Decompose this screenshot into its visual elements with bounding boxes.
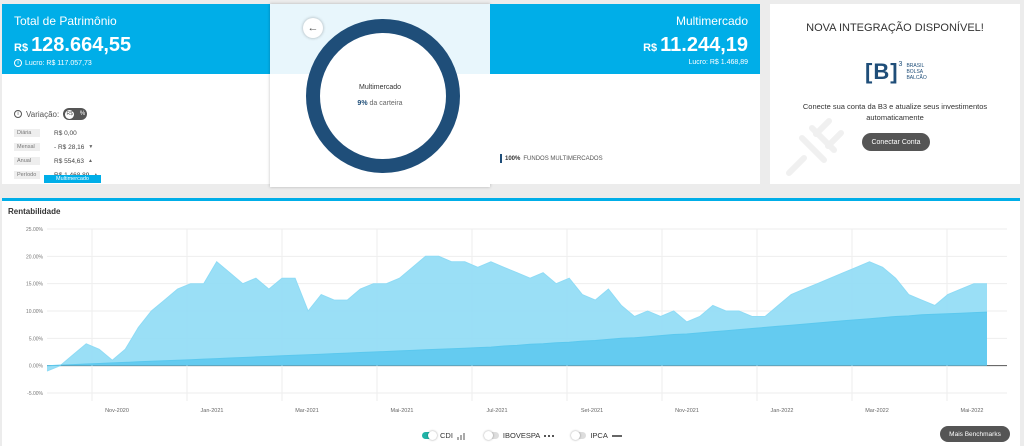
x-tick-label: Set-2021 — [581, 408, 603, 414]
connect-account-button[interactable]: Conectar Conta — [862, 133, 930, 151]
benchmark-legend: CDI IBOVESPA IPCA — [422, 431, 622, 440]
y-tick-label: 5.00% — [29, 336, 44, 342]
legend-cdi-label: CDI — [440, 431, 453, 440]
solid-line-icon — [611, 434, 622, 437]
x-tick-label: Mar-2021 — [295, 408, 319, 414]
more-benchmarks-button[interactable]: Mais Benchmarks — [940, 426, 1010, 442]
ipca-toggle[interactable] — [571, 431, 587, 440]
multimercado-series-line — [46, 255, 987, 372]
currency-symbol: R$ — [643, 42, 658, 54]
multimercado-lucro: Lucro: R$ 1.468,89 — [688, 59, 748, 66]
lucro-text: Lucro: R$ 117.057,73 — [25, 59, 92, 67]
cdi-series-line — [46, 311, 988, 367]
patrimonio-header: Total de Patrimônio R$ 128.664,55 i Lucro… — [2, 4, 270, 74]
multimercado-title: Multimercado — [675, 14, 748, 28]
trend-up-icon: ▲ — [88, 158, 93, 164]
legend-color-bar — [500, 154, 502, 163]
currency-percent-toggle[interactable]: R$ % — [63, 108, 88, 120]
x-tick-label: Mai-2021 — [391, 408, 414, 414]
variacao-item-label: Anual — [14, 157, 40, 165]
toggle-right-option: % — [79, 111, 86, 117]
dotted-line-icon — [544, 434, 555, 437]
allocation-legend-item[interactable]: 100% FUNDOS MULTIMERCADOS — [500, 154, 603, 163]
x-tick-label: Mar-2022 — [865, 408, 889, 414]
cdi-toggle[interactable] — [422, 431, 437, 440]
allocation-donut-card: ← Multimercado 9% da carteira — [270, 4, 490, 187]
variacao-item: Diária R$ 0,00 — [14, 126, 98, 140]
variacao-item-value: - R$ 28,16 — [54, 143, 85, 151]
back-arrow-icon[interactable]: ← — [303, 18, 323, 38]
variacao-item: Anual R$ 554,63 ▲ — [14, 154, 98, 168]
category-tag[interactable]: Multimercado — [44, 175, 101, 183]
y-tick-label: 20.00% — [26, 254, 44, 260]
variacao-item: Mensal - R$ 28,16 ▼ — [14, 140, 98, 154]
multimercado-card: Multimercado R$ 11.244,19 Lucro: R$ 1.468… — [490, 4, 760, 184]
multimercado-amount: R$ 11.244,19 — [502, 34, 748, 57]
y-tick-label: -5.00% — [27, 391, 43, 397]
info-icon[interactable]: i — [14, 59, 22, 67]
variacao-item-value: R$ 0,00 — [54, 129, 77, 137]
x-tick-label: Jan-2021 — [201, 408, 224, 414]
donut-center-sub: 9% da carteira — [270, 100, 490, 107]
donut-ring-multimercado[interactable] — [306, 19, 460, 173]
rentabilidade-card: Rentabilidade 25.00% 20.00% 15.00% 10.00% 5.… — [2, 198, 1020, 446]
legend-ibovespa-label: IBOVESPA — [502, 431, 541, 440]
patrimonio-value: 128.664,55 — [31, 34, 132, 56]
rentabilidade-chart[interactable]: 25.00% 20.00% 15.00% 10.00% 5.00% 0.00% -5.00%… — [2, 201, 1020, 426]
bars-icon — [456, 432, 465, 440]
x-tick-label: Nov-2021 — [675, 408, 699, 414]
b3-logo-mark: [B] — [865, 59, 899, 84]
b3-logo-words: BRASIL BOLSA BALCÃO — [906, 63, 927, 81]
b3-logo: [B] 3 BRASIL BOLSA BALCÃO — [865, 59, 927, 85]
legend-text: FUNDOS MULTIMERCADOS — [523, 155, 603, 162]
x-tick-label: Jan-2022 — [771, 408, 794, 414]
patrimonio-amount: R$ 128.664,55 — [14, 34, 258, 57]
patrimonio-lucro: i Lucro: R$ 117.057,73 — [14, 59, 258, 67]
patrimonio-title: Total de Patrimônio — [14, 14, 117, 28]
plug-icon — [786, 118, 844, 176]
legend-ipca[interactable]: IPCA — [571, 431, 622, 440]
x-tick-label: Mai-2022 — [961, 408, 984, 414]
trend-down-icon: ▼ — [88, 144, 94, 150]
chart-title: Rentabilidade — [8, 207, 61, 216]
legend-cdi[interactable]: CDI — [422, 431, 467, 440]
currency-symbol: R$ — [14, 42, 29, 54]
variacao-label: Variação: — [26, 109, 60, 119]
variacao-item-label: Diária — [14, 129, 40, 137]
variacao-row: i Variação: R$ % — [14, 108, 88, 120]
y-tick-label: 10.00% — [26, 309, 44, 315]
x-tick-label: Jul-2021 — [486, 408, 507, 414]
y-tick-label: 0.00% — [29, 364, 44, 370]
donut-percent-text: da carteira — [369, 100, 403, 107]
multimercado-header: Multimercado R$ 11.244,19 Lucro: R$ 1.468… — [490, 4, 760, 74]
toggle-left-option: R$ — [65, 109, 75, 119]
b3-logo-sup: 3 — [898, 60, 903, 68]
legend-ipca-label: IPCA — [590, 431, 608, 440]
y-tick-label: 25.00% — [26, 227, 44, 233]
info-icon[interactable]: i — [14, 110, 22, 118]
legend-ibovespa[interactable]: IBOVESPA — [483, 431, 555, 440]
b3-description: Conecte sua conta da B3 e atualize seus … — [802, 102, 988, 122]
variacao-item-value: R$ 554,63 — [54, 157, 84, 165]
y-tick-label: 15.00% — [26, 282, 44, 288]
patrimonio-card: Total de Patrimônio R$ 128.664,55 i Lucro… — [2, 4, 270, 184]
ibovespa-toggle[interactable] — [483, 431, 499, 440]
variacao-list: Diária R$ 0,00 Mensal - R$ 28,16 ▼ Anual… — [14, 126, 98, 182]
donut-center — [313, 26, 453, 166]
cdi-series-area — [47, 312, 987, 366]
donut-percent: 9% — [357, 100, 368, 107]
multimercado-value: 11.244,19 — [660, 34, 748, 56]
x-tick-label: Nov-2020 — [105, 408, 129, 414]
legend-percent: 100% — [505, 155, 521, 162]
b3-integration-card: NOVA INTEGRAÇÃO DISPONÍVEL! [B] 3 BRASIL… — [770, 4, 1020, 184]
variacao-item-label: Mensal — [14, 143, 40, 151]
donut-center-label: Multimercado — [358, 84, 401, 91]
allocation-donut[interactable] — [303, 13, 463, 183]
variacao-item-label: Período — [14, 171, 40, 179]
b3-title: NOVA INTEGRAÇÃO DISPONÍVEL! — [806, 22, 984, 34]
